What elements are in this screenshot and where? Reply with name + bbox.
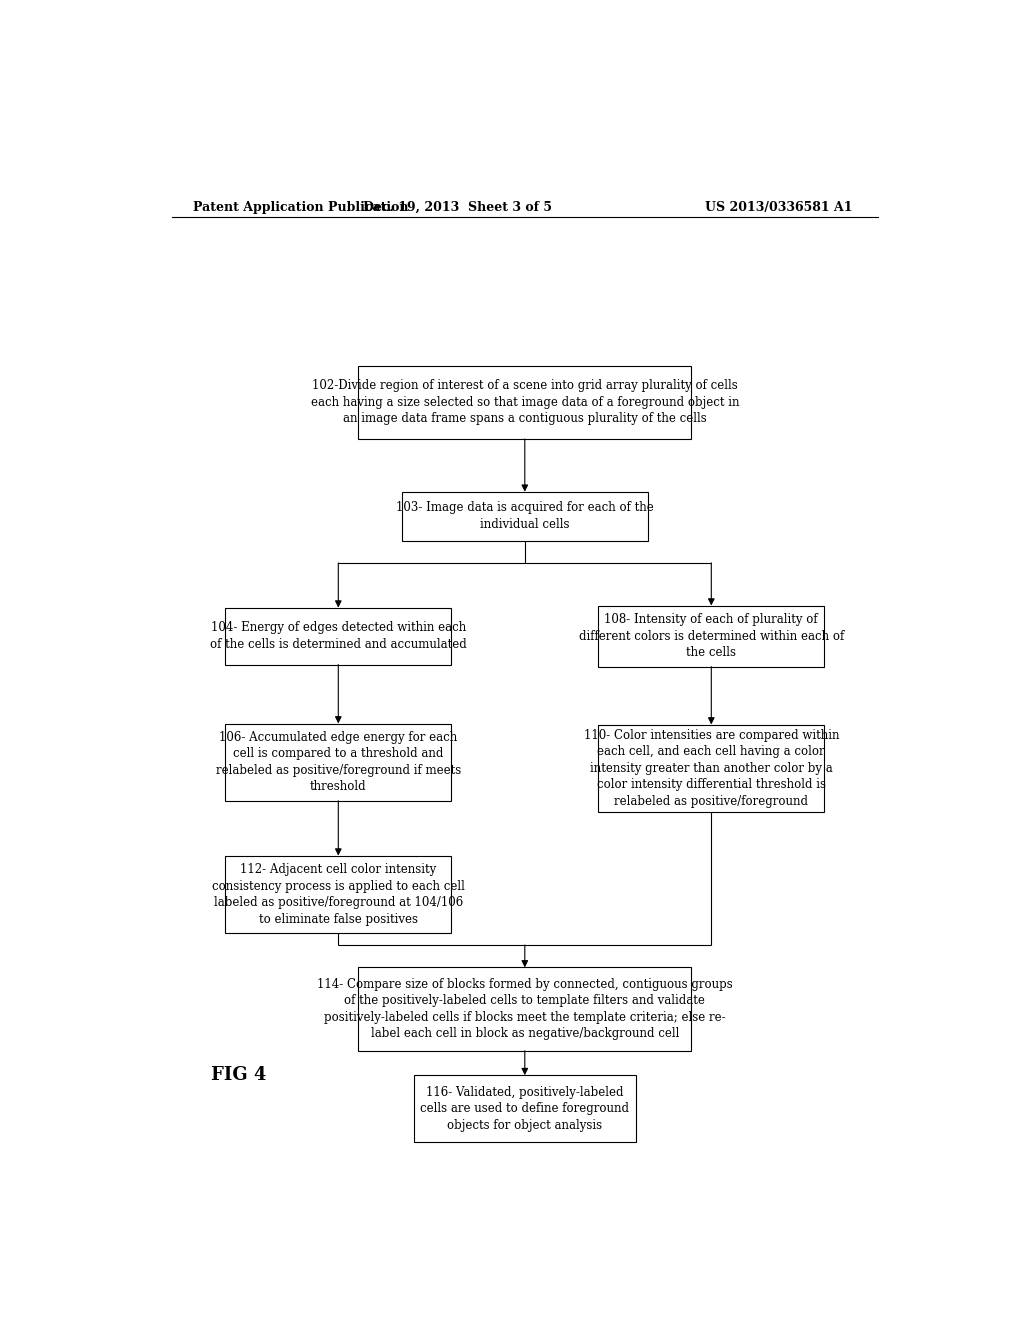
Text: 110- Color intensities are compared within
each cell, and each cell having a col: 110- Color intensities are compared with… [584, 729, 839, 808]
Bar [598, 725, 824, 812]
Text: 114- Compare size of blocks formed by connected, contiguous groups
of the positi: 114- Compare size of blocks formed by co… [316, 978, 733, 1040]
Text: Dec. 19, 2013  Sheet 3 of 5: Dec. 19, 2013 Sheet 3 of 5 [362, 201, 552, 214]
Text: 108- Intensity of each of plurality of
different colors is determined within eac: 108- Intensity of each of plurality of d… [579, 612, 844, 659]
Bar [358, 366, 691, 440]
Bar [598, 606, 824, 667]
Bar [401, 492, 648, 541]
Text: 102-Divide region of interest of a scene into grid array plurality of cells
each: 102-Divide region of interest of a scene… [310, 379, 739, 425]
Bar [358, 968, 691, 1051]
Text: 116- Validated, positively-labeled
cells are used to define foreground
objects f: 116- Validated, positively-labeled cells… [420, 1086, 630, 1131]
Text: 106- Accumulated edge energy for each
cell is compared to a threshold and
relabe: 106- Accumulated edge energy for each ce… [216, 731, 461, 793]
Bar [225, 855, 452, 933]
Text: FIG 4: FIG 4 [211, 1067, 266, 1084]
Text: 103- Image data is acquired for each of the
individual cells: 103- Image data is acquired for each of … [396, 502, 653, 531]
Text: US 2013/0336581 A1: US 2013/0336581 A1 [705, 201, 853, 214]
Bar [414, 1076, 636, 1142]
Bar [225, 723, 452, 801]
Text: Patent Application Publication: Patent Application Publication [194, 201, 409, 214]
Text: 112- Adjacent cell color intensity
consistency process is applied to each cell
l: 112- Adjacent cell color intensity consi… [212, 863, 465, 925]
Text: 104- Energy of edges detected within each
of the cells is determined and accumul: 104- Energy of edges detected within eac… [210, 622, 467, 651]
Bar [225, 607, 452, 664]
